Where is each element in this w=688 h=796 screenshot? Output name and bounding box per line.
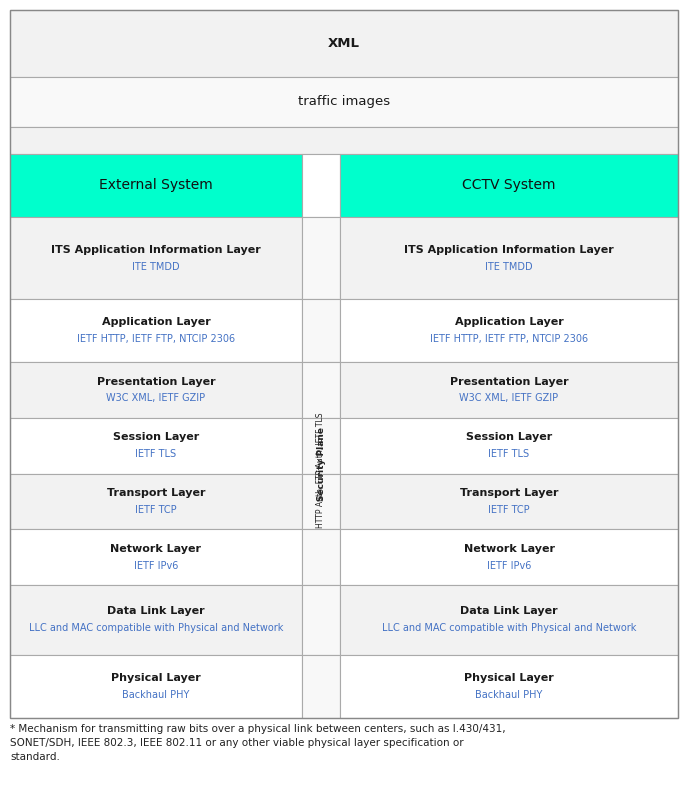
Text: Transport Layer: Transport Layer	[460, 488, 558, 498]
Text: Network Layer: Network Layer	[111, 544, 202, 553]
Bar	[10, 585, 302, 655]
Text: traffic images: traffic images	[298, 96, 390, 108]
Bar	[302, 585, 340, 655]
Bar	[340, 362, 678, 418]
Text: XML: XML	[328, 37, 360, 50]
Bar	[10, 529, 302, 585]
Bar	[302, 217, 340, 299]
Bar	[10, 474, 302, 529]
Text: Network Layer: Network Layer	[464, 544, 555, 553]
Bar	[10, 299, 302, 362]
Text: Session Layer: Session Layer	[113, 432, 199, 443]
Bar	[10, 154, 302, 217]
Bar	[10, 127, 678, 154]
Bar	[340, 154, 678, 217]
Text: Transport Layer: Transport Layer	[107, 488, 205, 498]
Bar	[10, 217, 302, 299]
Bar	[302, 299, 340, 362]
Text: IETF IPv6: IETF IPv6	[487, 560, 531, 571]
Text: LLC and MAC compatible with Physical and Network: LLC and MAC compatible with Physical and…	[29, 623, 283, 634]
Text: Physical Layer: Physical Layer	[464, 673, 554, 683]
Text: External System: External System	[99, 178, 213, 193]
Bar	[340, 474, 678, 529]
Bar	[340, 655, 678, 718]
Text: Session Layer: Session Layer	[466, 432, 552, 443]
Text: Backhaul PHY: Backhaul PHY	[122, 690, 190, 700]
Text: ITE TMDD: ITE TMDD	[485, 262, 533, 271]
Text: Application Layer: Application Layer	[455, 318, 563, 327]
Text: W3C XML, IETF GZIP: W3C XML, IETF GZIP	[107, 393, 206, 404]
Bar	[302, 154, 340, 217]
Text: Presentation Layer: Presentation Layer	[97, 377, 215, 387]
Text: ITS Application Information Layer: ITS Application Information Layer	[51, 244, 261, 255]
Bar	[302, 529, 340, 585]
Text: Application Layer: Application Layer	[102, 318, 211, 327]
Text: ITE TMDD: ITE TMDD	[132, 262, 180, 271]
Text: IETF TCP: IETF TCP	[488, 505, 530, 515]
Bar	[302, 418, 340, 474]
Text: ITS Application Information Layer: ITS Application Information Layer	[404, 244, 614, 255]
Text: Physical Layer: Physical Layer	[111, 673, 201, 683]
Text: LLC and MAC compatible with Physical and Network: LLC and MAC compatible with Physical and…	[382, 623, 636, 634]
Bar	[10, 10, 678, 718]
Bar	[340, 299, 678, 362]
Bar	[340, 529, 678, 585]
Bar	[340, 418, 678, 474]
Text: CCTV System: CCTV System	[462, 178, 556, 193]
Text: * Mechanism for transmitting raw bits over a physical link between centers, such: * Mechanism for transmitting raw bits ov…	[10, 724, 506, 762]
Bar	[340, 217, 678, 299]
Text: IETF TCP: IETF TCP	[135, 505, 177, 515]
Bar	[10, 655, 302, 718]
Text: IETF IPv6: IETF IPv6	[133, 560, 178, 571]
Text: IETF TLS: IETF TLS	[488, 449, 530, 459]
Text: W3C XML, IETF GZIP: W3C XML, IETF GZIP	[460, 393, 559, 404]
Bar	[302, 655, 340, 718]
Bar	[10, 362, 302, 418]
Bar	[340, 585, 678, 655]
Bar	[302, 362, 340, 418]
Text: IETF TLS: IETF TLS	[136, 449, 177, 459]
Text: IETF HTTP, IETF FTP, NTCIP 2306: IETF HTTP, IETF FTP, NTCIP 2306	[430, 334, 588, 344]
Text: Backhaul PHY: Backhaul PHY	[475, 690, 543, 700]
Text: Security Plane: Security Plane	[316, 427, 325, 501]
Text: HTTP Auth, FTP Auth, IETF TLS: HTTP Auth, FTP Auth, IETF TLS	[316, 413, 325, 529]
Bar	[10, 10, 678, 76]
Text: Presentation Layer: Presentation Layer	[450, 377, 568, 387]
Text: Data Link Layer: Data Link Layer	[107, 607, 205, 616]
Bar	[10, 418, 302, 474]
Text: Data Link Layer: Data Link Layer	[460, 607, 558, 616]
Text: IETF HTTP, IETF FTP, NTCIP 2306: IETF HTTP, IETF FTP, NTCIP 2306	[77, 334, 235, 344]
Bar	[302, 474, 340, 529]
Bar	[10, 76, 678, 127]
